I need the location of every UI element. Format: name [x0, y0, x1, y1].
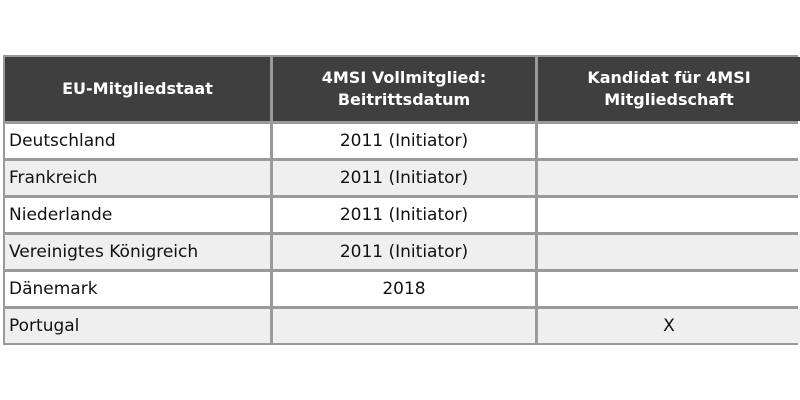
- state-cell: Dänemark: [5, 272, 270, 306]
- table-row: Deutschland 2011 (Initiator): [5, 124, 800, 158]
- full-member-cell: 2011 (Initiator): [270, 235, 535, 269]
- state-cell: Portugal: [5, 309, 270, 343]
- full-member-cell: 2011 (Initiator): [270, 161, 535, 195]
- state-cell: Frankreich: [5, 161, 270, 195]
- full-member-cell: [270, 309, 535, 343]
- header-eu-member-state: EU-Mitgliedstaat: [5, 57, 270, 121]
- header-full-member-date: 4MSI Vollmitglied: Beitrittsdatum: [270, 57, 535, 121]
- candidate-cell: X: [535, 309, 800, 343]
- full-member-cell: 2011 (Initiator): [270, 198, 535, 232]
- full-member-cell: 2018: [270, 272, 535, 306]
- state-cell: Vereinigtes Königreich: [5, 235, 270, 269]
- header-row: EU-Mitgliedstaat 4MSI Vollmitglied: Beit…: [5, 57, 800, 121]
- candidate-cell: [535, 235, 800, 269]
- table-row: Niederlande 2011 (Initiator): [5, 198, 800, 232]
- candidate-cell: [535, 272, 800, 306]
- state-cell: Niederlande: [5, 198, 270, 232]
- state-cell: Deutschland: [5, 124, 270, 158]
- header-candidate: Kandidat für 4MSI Mitgliedschaft: [535, 57, 800, 121]
- full-member-cell: 2011 (Initiator): [270, 124, 535, 158]
- membership-table: EU-Mitgliedstaat 4MSI Vollmitglied: Beit…: [5, 54, 800, 346]
- candidate-cell: [535, 198, 800, 232]
- table-row: Dänemark 2018: [5, 272, 800, 306]
- table-row: Frankreich 2011 (Initiator): [5, 161, 800, 195]
- table-row: Portugal X: [5, 309, 800, 343]
- candidate-cell: [535, 161, 800, 195]
- membership-table-frame: EU-Mitgliedstaat 4MSI Vollmitglied: Beit…: [3, 54, 800, 346]
- candidate-cell: [535, 124, 800, 158]
- table-row: Vereinigtes Königreich 2011 (Initiator): [5, 235, 800, 269]
